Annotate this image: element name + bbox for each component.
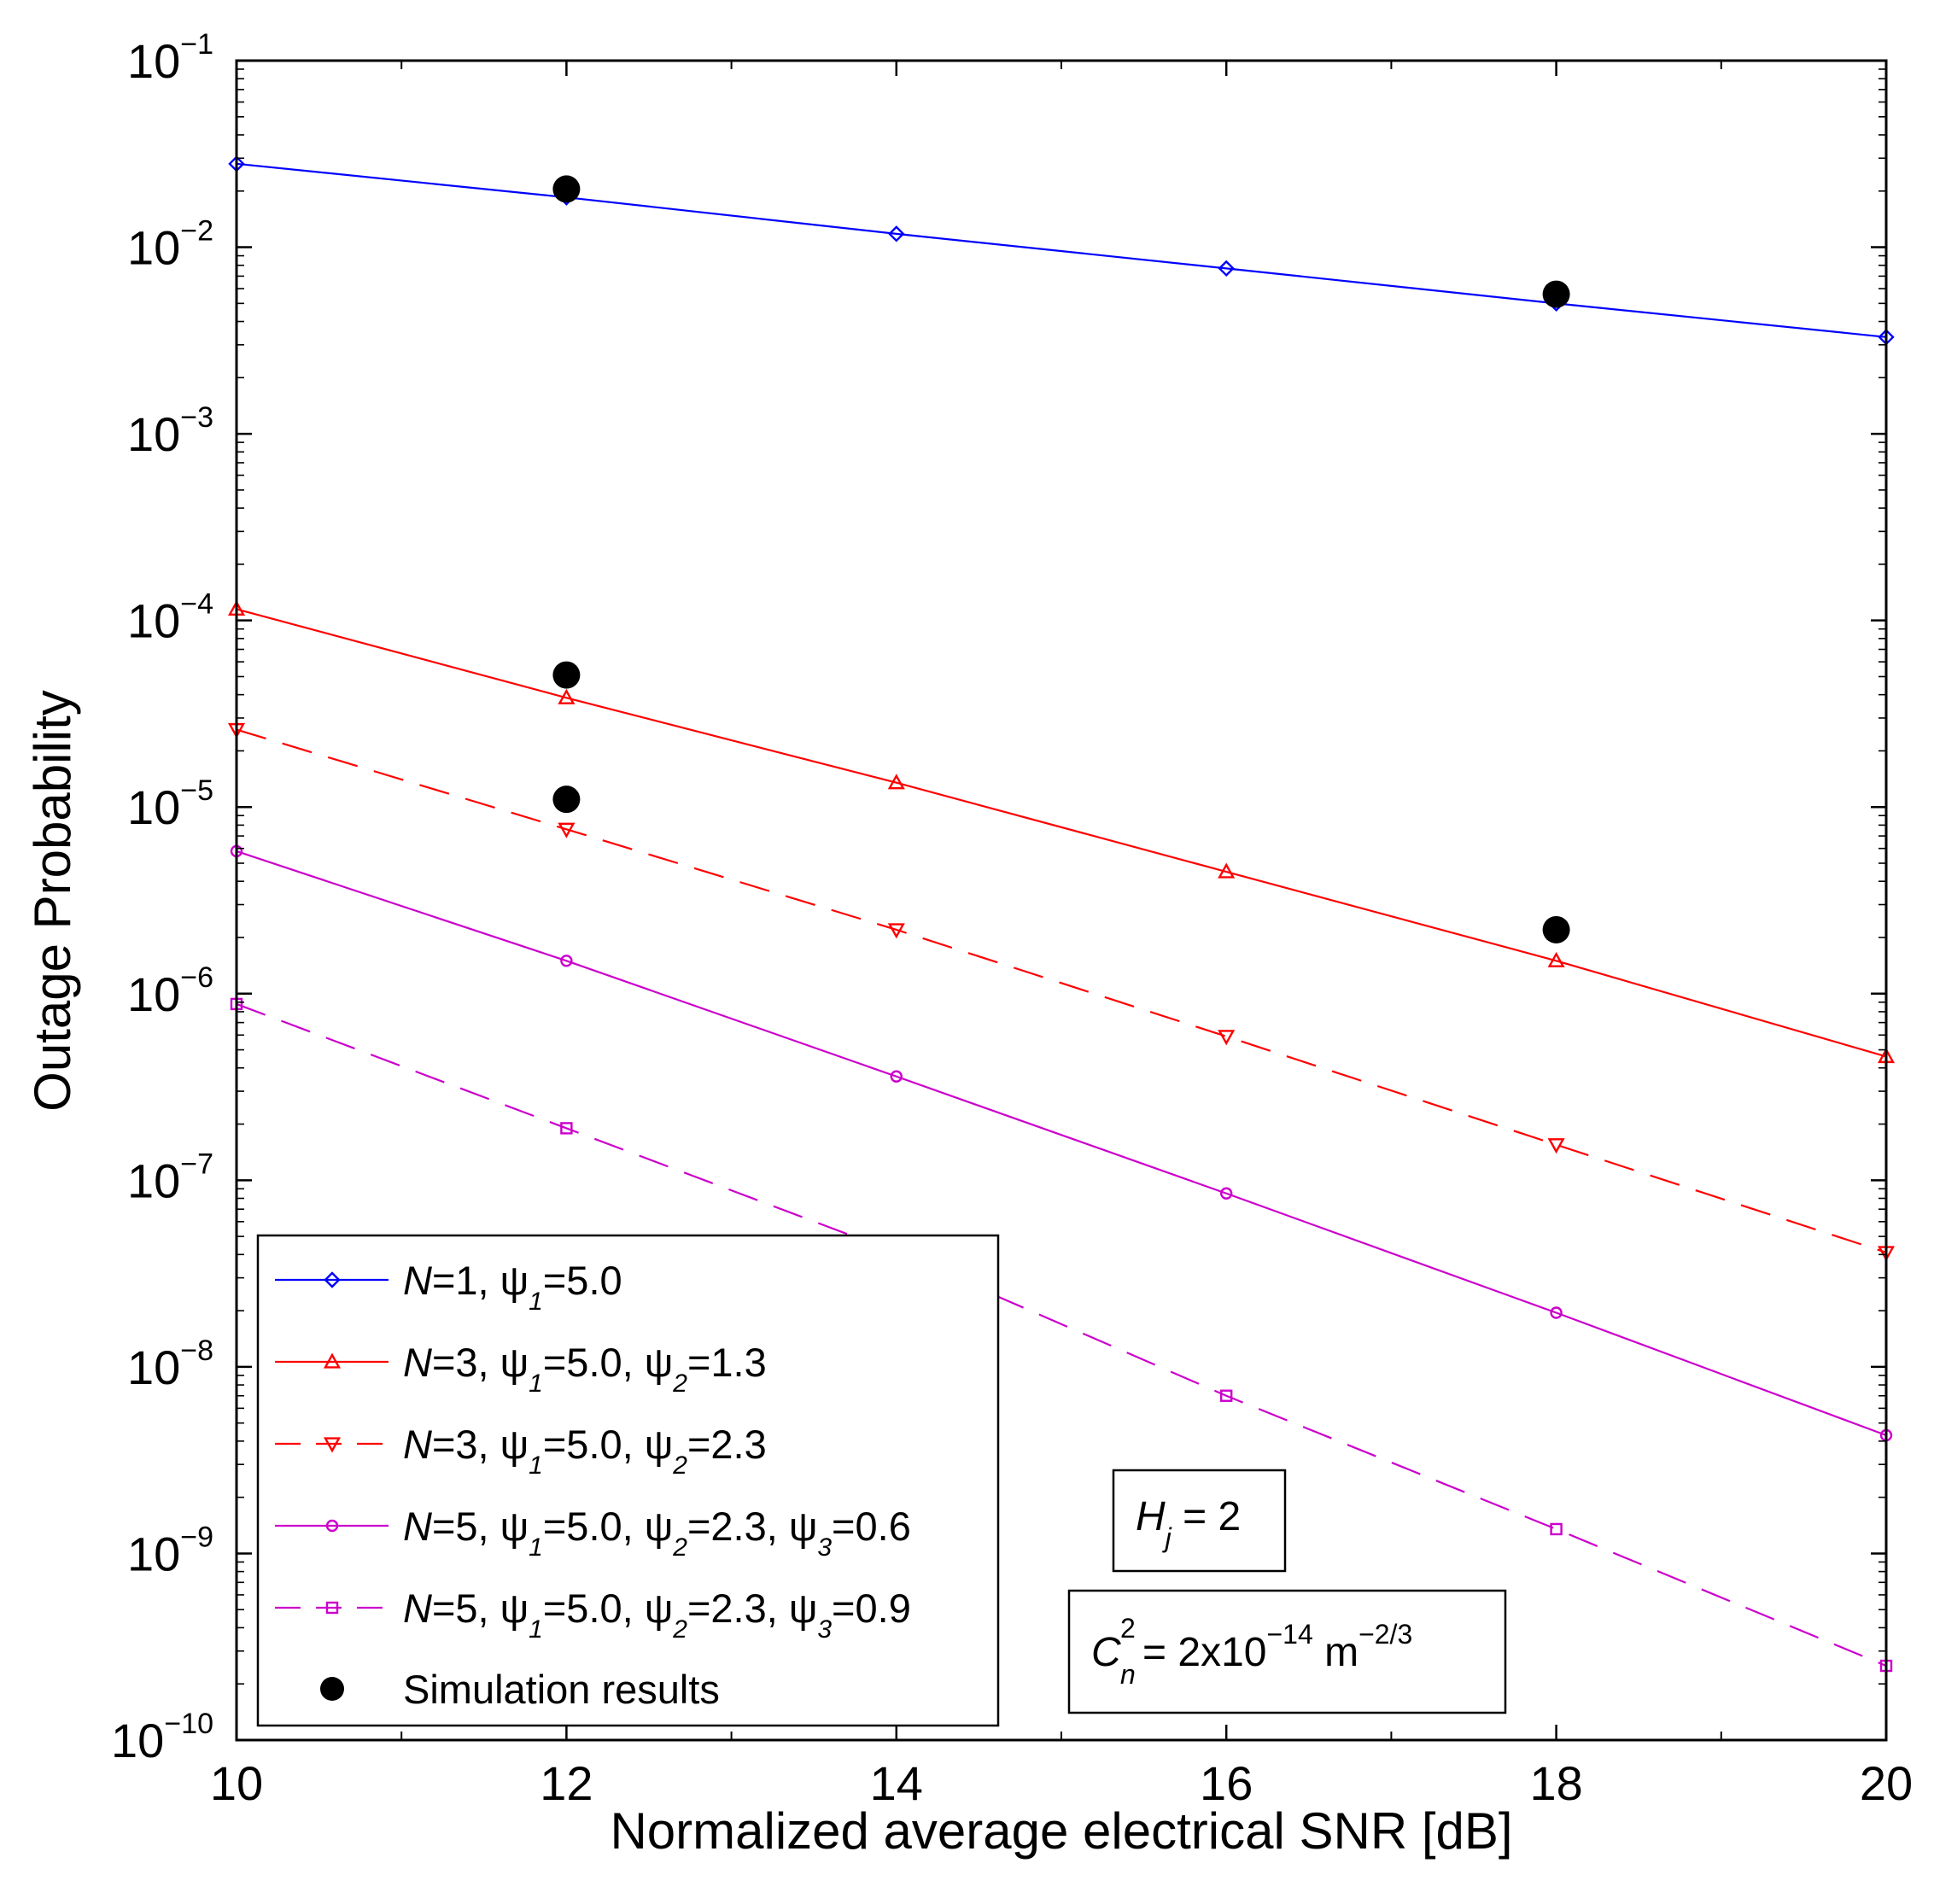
legend-marker-2 [323, 1352, 342, 1369]
legend-label-4: N=5, ψ1=5.0, ψ2=2.3, ψ3=0.6 [403, 1504, 911, 1562]
legend-sim-label: Simulation results [403, 1667, 720, 1712]
simulation-point [552, 786, 581, 814]
y-tick-label: 10−8 [127, 1335, 213, 1394]
y-tick-label: 10−9 [127, 1521, 213, 1580]
x-tick-label: 20 [1860, 1756, 1913, 1810]
cn2-subscript: n [1120, 1659, 1136, 1690]
simulation-point [552, 661, 581, 689]
legend: N=1, ψ1=5.0 N=3, ψ1=5.0, ψ2=1.3 N=3, ψ1=5.… [256, 1234, 1000, 1727]
x-tick-label: 10 [210, 1756, 263, 1810]
series-4-point [560, 955, 573, 967]
series-4-point [890, 1070, 903, 1083]
series-1-point [1218, 260, 1235, 277]
hj-annotation-text: Hj = 2 [1136, 1494, 1241, 1553]
series-line-1 [236, 162, 1887, 338]
cn2-superscript: 2 [1120, 1613, 1136, 1644]
legend-label-5: N=5, ψ1=5.0, ψ2=2.3, ψ3=0.9 [403, 1586, 911, 1644]
series-3-point [1218, 1030, 1236, 1046]
x-axis-title: Normalized average electrical SNR [dB] [610, 1802, 1512, 1860]
series-4-point [1219, 1187, 1233, 1200]
cn2-value-text: = 2x10−14 m−2/3 [1142, 1619, 1412, 1675]
series-2-point [558, 688, 576, 704]
legend-marker-1 [324, 1271, 341, 1288]
series-5-point [1219, 1389, 1233, 1402]
simulation-point [1542, 915, 1570, 943]
series-2-point [1218, 862, 1236, 879]
cn2-annotation: C 2 n = 2x10−14 m−2/3 [1067, 1589, 1507, 1714]
simulation-point [1542, 280, 1570, 308]
legend-marker-5 [325, 1601, 339, 1615]
legend-box [256, 1234, 1000, 1727]
x-tick-label: 16 [1200, 1756, 1253, 1810]
series-2-point [1547, 951, 1565, 967]
simulation-point [552, 175, 581, 203]
series-layer [227, 155, 1896, 1673]
series-line-2 [236, 608, 1887, 1058]
legend-marker-3 [323, 1437, 342, 1453]
legend-label-1: N=1, ψ1=5.0 [403, 1258, 622, 1316]
y-tick-label: 10−5 [127, 774, 213, 834]
y-tick-label: 10−2 [127, 215, 213, 275]
series-3-point [1547, 1138, 1565, 1154]
x-tick-label: 12 [540, 1756, 593, 1810]
series-line-5 [236, 1002, 1887, 1667]
cn2-c-symbol: C [1091, 1630, 1121, 1675]
series-2-point [887, 774, 905, 790]
series-line-3 [236, 728, 1887, 1254]
hj-annotation-box [1112, 1469, 1287, 1573]
legend-sim-marker [320, 1677, 344, 1701]
y-tick-label: 10−7 [127, 1148, 213, 1207]
x-tick-label: 18 [1529, 1756, 1582, 1810]
cn2-annotation-box [1067, 1589, 1507, 1714]
x-tick-label: 14 [870, 1756, 923, 1810]
legend-label-3: N=3, ψ1=5.0, ψ2=2.3 [403, 1422, 767, 1480]
series-4-point [1550, 1306, 1563, 1319]
series-5-point [1550, 1522, 1563, 1536]
series-5-point [560, 1122, 573, 1135]
series-3-point [558, 822, 576, 838]
ticks-layer: 10 12 14 16 18 20 10−1 10−2 10−3 10−4 10−5 10−6 10−7… [111, 28, 1913, 1810]
series-line-4 [236, 850, 1887, 1437]
hj-annotation: Hj = 2 [1112, 1469, 1287, 1573]
legend-marker-4 [325, 1519, 339, 1533]
y-tick-label: 10−3 [127, 401, 213, 461]
y-tick-label: 10−4 [127, 588, 213, 648]
y-tick-label: 10−1 [127, 28, 213, 88]
legend-label-2: N=3, ψ1=5.0, ψ2=1.3 [403, 1340, 767, 1398]
series-3-point [887, 923, 905, 939]
series-1-point [888, 225, 905, 242]
y-axis-title: Outage Probability [24, 690, 81, 1112]
y-tick-label: 10−6 [127, 961, 213, 1021]
legend-items: N=1, ψ1=5.0 N=3, ψ1=5.0, ψ2=1.3 N=3, ψ1=5.… [275, 1258, 911, 1644]
simulation-layer [552, 175, 1570, 943]
y-tick-label: 10−10 [111, 1708, 213, 1767]
plot-frame [235, 59, 1888, 1742]
